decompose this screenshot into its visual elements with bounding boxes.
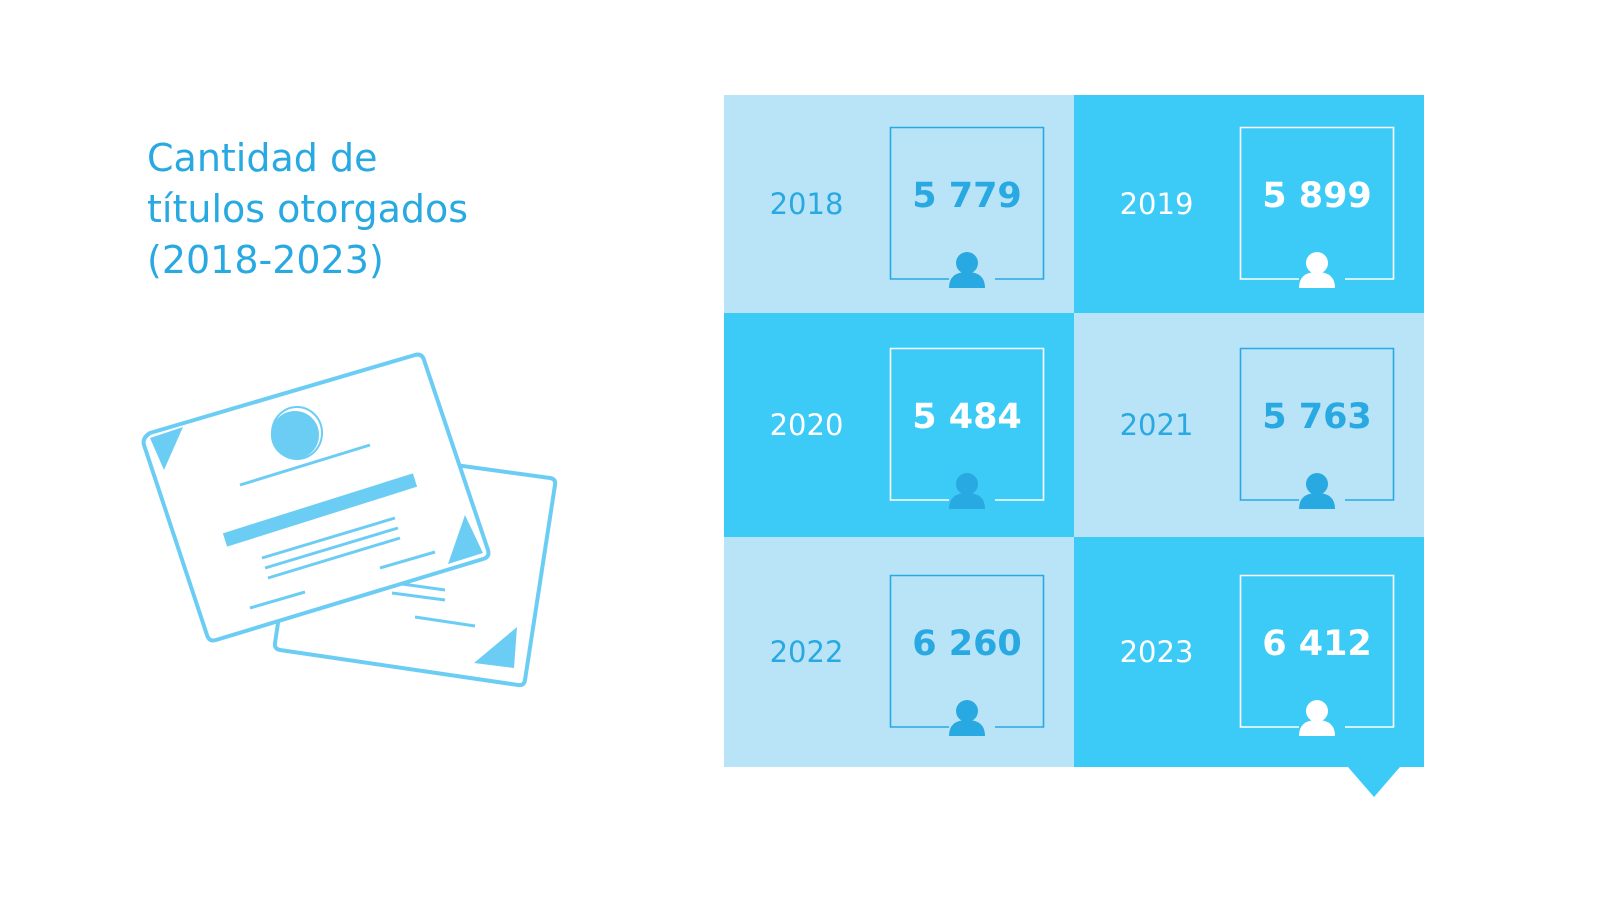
person-icon — [1299, 252, 1335, 288]
titles-value: 5 484 — [912, 397, 1022, 437]
year-label: 2023 — [1119, 635, 1194, 669]
value-box: 6 412 — [1239, 574, 1395, 736]
title-line-3: (2018-2023) — [147, 238, 384, 282]
titles-value: 5 763 — [1262, 397, 1372, 437]
cell-2020: 2020 5 484 — [724, 313, 1074, 537]
titles-value: 5 899 — [1262, 176, 1372, 216]
year-label: 2019 — [1119, 187, 1194, 221]
box-frame — [1239, 347, 1395, 509]
year-label: 2022 — [769, 635, 844, 669]
person-icon — [949, 473, 985, 509]
speech-pointer — [1348, 767, 1400, 797]
titles-value: 6 412 — [1262, 624, 1372, 664]
diploma-certificates-icon — [141, 352, 558, 688]
cell-2022: 2022 6 260 — [724, 537, 1074, 767]
person-icon — [1299, 473, 1335, 509]
cell-2019: 2019 5 899 — [1074, 95, 1424, 313]
cell-2023: 2023 6 412 — [1074, 537, 1424, 767]
year-label: 2018 — [769, 187, 844, 221]
cell-2018: 2018 5 779 — [724, 95, 1074, 313]
year-label: 2020 — [769, 408, 844, 442]
box-frame — [889, 347, 1045, 509]
person-icon — [949, 700, 985, 736]
year-label: 2021 — [1119, 408, 1194, 442]
title-line-1: Cantidad de — [147, 136, 378, 180]
box-frame — [1239, 574, 1395, 736]
value-box: 5 484 — [889, 347, 1045, 509]
value-box: 5 899 — [1239, 126, 1395, 288]
titles-grid: 2018 5 779 2019 5 899 — [724, 95, 1424, 767]
title-line-2: títulos otorgados — [147, 187, 469, 231]
front-certificate — [141, 352, 491, 643]
chart-title: Cantidad de títulos otorgados (2018-2023… — [147, 133, 567, 286]
value-box: 6 260 — [889, 574, 1045, 736]
box-frame — [889, 574, 1045, 736]
value-box: 5 779 — [889, 126, 1045, 288]
cell-2021: 2021 5 763 — [1074, 313, 1424, 537]
titles-value: 5 779 — [912, 176, 1022, 216]
box-frame — [1239, 126, 1395, 288]
person-icon — [949, 252, 985, 288]
person-icon — [1299, 700, 1335, 736]
value-box: 5 763 — [1239, 347, 1395, 509]
titles-value: 6 260 — [912, 624, 1022, 664]
box-frame — [889, 126, 1045, 288]
